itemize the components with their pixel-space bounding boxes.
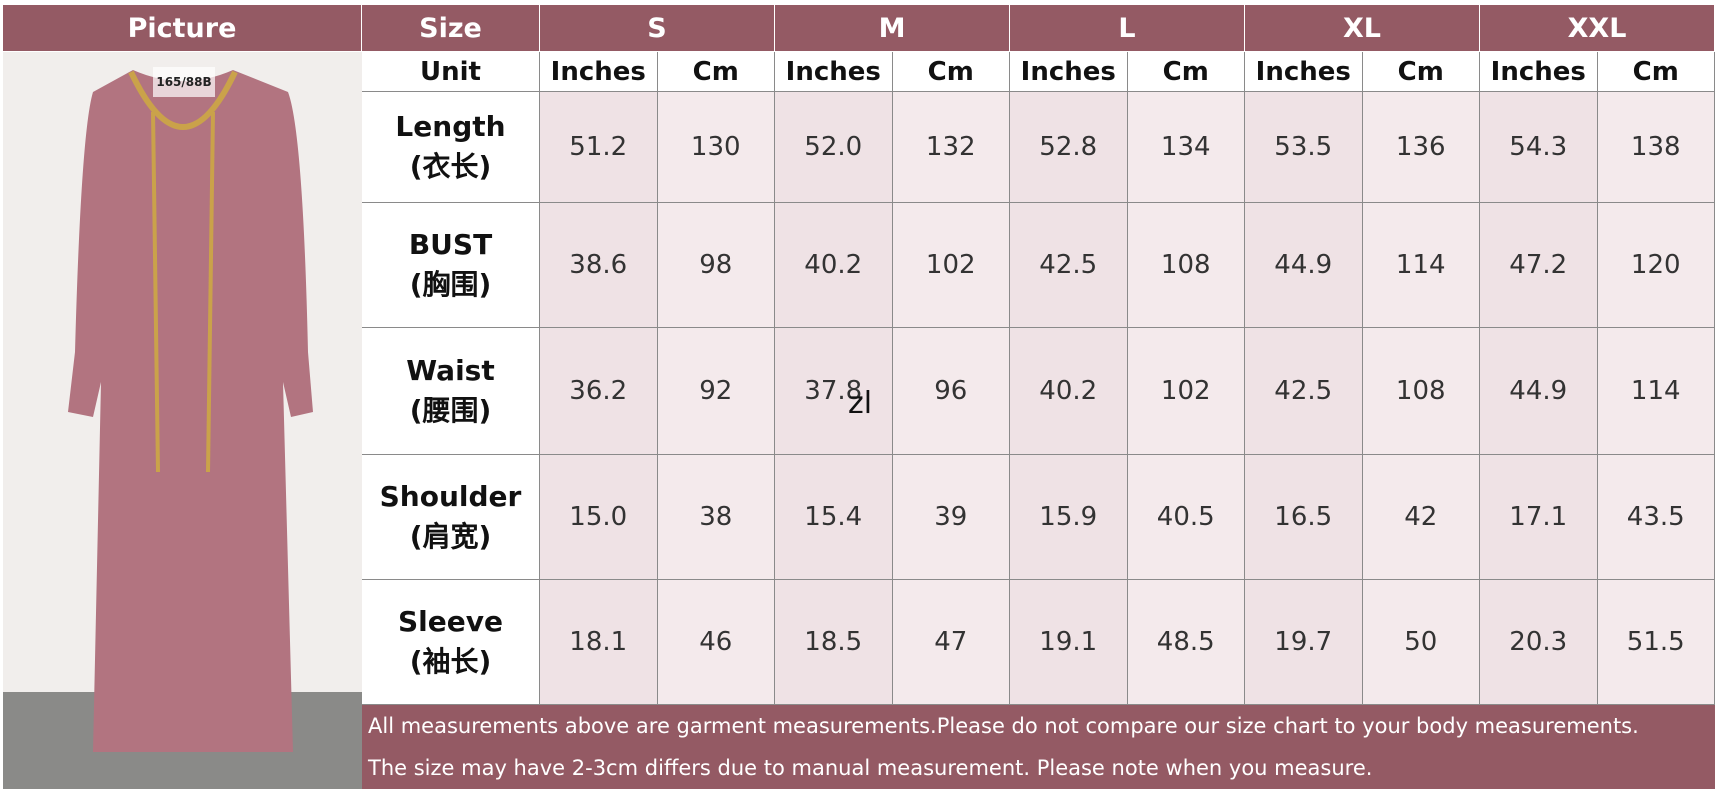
unit-name: Cm [1362, 52, 1480, 92]
unit-name: Cm [1127, 52, 1245, 92]
cell-value: 38.6 [540, 203, 658, 328]
unit-label: Unit [362, 52, 540, 92]
row-name-cn: (衣长) [409, 150, 492, 183]
cell-value: 114 [1597, 328, 1715, 455]
cell-value: 15.9 [1010, 455, 1128, 580]
size-name: M [775, 5, 1010, 52]
cell-value: 42 [1362, 455, 1480, 580]
row-name-cn: (胸围) [409, 268, 492, 301]
cell-value: 134 [1127, 92, 1245, 203]
cell-value: 132 [892, 92, 1010, 203]
row-label: Length (衣长) [362, 92, 540, 203]
cell-value: 48.5 [1127, 580, 1245, 705]
row-name: BUST [408, 228, 493, 261]
row-label: Waist (腰围) [362, 328, 540, 455]
size-name: XXL [1480, 5, 1715, 52]
cell-value: 37.8 [775, 328, 893, 455]
cell-value: 46 [657, 580, 775, 705]
cell-value: 16.5 [1245, 455, 1363, 580]
unit-name: Cm [657, 52, 775, 92]
cell-value: 36.2 [540, 328, 658, 455]
unit-name: Inches [1480, 52, 1598, 92]
cell-value: 138 [1597, 92, 1715, 203]
cell-value: 53.5 [1245, 92, 1363, 203]
unit-name: Cm [892, 52, 1010, 92]
tag-label: 165/88B [156, 75, 211, 89]
row-name: Waist [406, 354, 495, 387]
cell-value: 47 [892, 580, 1010, 705]
row-label: Sleeve (袖长) [362, 580, 540, 705]
picture: 165/88B [3, 52, 362, 789]
cell-value: 108 [1127, 203, 1245, 328]
row-label: Shoulder (肩宽) [362, 455, 540, 580]
cell-value: 136 [1362, 92, 1480, 203]
dress-image: 165/88B [3, 67, 362, 789]
cell-value: 92 [657, 328, 775, 455]
cell-value: 52.0 [775, 92, 893, 203]
cell-value: 38 [657, 455, 775, 580]
cell-value: 17.1 [1480, 455, 1598, 580]
cell-value: 51.2 [540, 92, 658, 203]
watermark: zl [848, 386, 873, 421]
cell-value: 96 [892, 328, 1010, 455]
cell-value: 44.9 [1245, 203, 1363, 328]
cell-value: 102 [1127, 328, 1245, 455]
cell-value: 51.5 [1597, 580, 1715, 705]
cell-value: 114 [1362, 203, 1480, 328]
row-name: Sleeve [398, 605, 503, 638]
row-name-cn: (肩宽) [409, 520, 492, 553]
footer-note: The size may have 2-3cm differs due to m… [362, 747, 1715, 789]
cell-value: 102 [892, 203, 1010, 328]
cell-value: 108 [1362, 328, 1480, 455]
cell-value: 40.5 [1127, 455, 1245, 580]
cell-value: 19.7 [1245, 580, 1363, 705]
unit-name: Inches [1245, 52, 1363, 92]
cell-value: 50 [1362, 580, 1480, 705]
unit-name: Inches [1010, 52, 1128, 92]
cell-value: 47.2 [1480, 203, 1598, 328]
size-name: L [1010, 5, 1245, 52]
cell-value: 20.3 [1480, 580, 1598, 705]
size-header: Size [362, 5, 540, 52]
row-name: Length [395, 110, 506, 143]
cell-value: 15.0 [540, 455, 658, 580]
cell-value: 18.5 [775, 580, 893, 705]
cell-value: 42.5 [1245, 328, 1363, 455]
cell-value: 54.3 [1480, 92, 1598, 203]
cell-value: 40.2 [775, 203, 893, 328]
row-name-cn: (袖长) [409, 645, 492, 678]
cell-value: 43.5 [1597, 455, 1715, 580]
cell-value: 19.1 [1010, 580, 1128, 705]
cell-value: 44.9 [1480, 328, 1598, 455]
size-name: S [540, 5, 775, 52]
cell-value: 42.5 [1010, 203, 1128, 328]
unit-name: Inches [775, 52, 893, 92]
cell-value: 18.1 [540, 580, 658, 705]
size-name: XL [1245, 5, 1480, 52]
unit-name: Inches [540, 52, 658, 92]
cell-value: 52.8 [1010, 92, 1128, 203]
unit-name: Cm [1597, 52, 1715, 92]
row-name-cn: (腰围) [409, 394, 492, 427]
row-label: BUST (胸围) [362, 203, 540, 328]
cell-value: 120 [1597, 203, 1715, 328]
cell-value: 98 [657, 203, 775, 328]
row-name: Shoulder [379, 480, 522, 513]
cell-value: 130 [657, 92, 775, 203]
picture-header: Picture [3, 5, 362, 52]
cell-value: 39 [892, 455, 1010, 580]
cell-value: 15.4 [775, 455, 893, 580]
cell-value: 40.2 [1010, 328, 1128, 455]
footer-note: All measurements above are garment measu… [362, 705, 1715, 747]
